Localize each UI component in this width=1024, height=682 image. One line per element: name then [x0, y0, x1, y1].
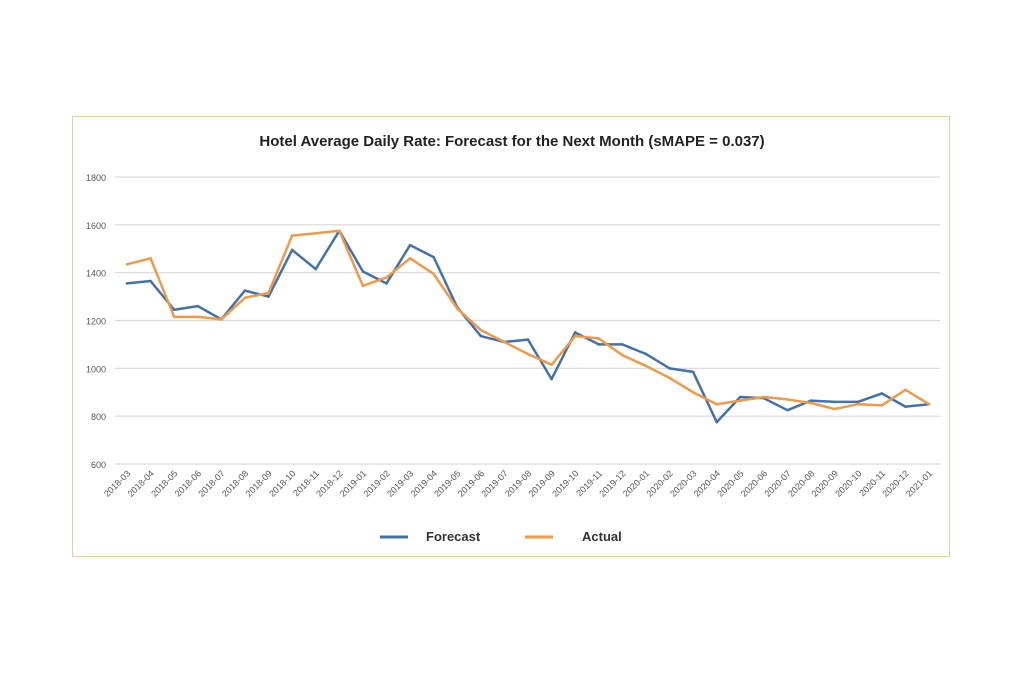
x-tick-label: 2021-01: [904, 468, 934, 498]
y-tick-label: 1600: [86, 221, 106, 231]
data-point-actual: [196, 315, 200, 319]
data-point-actual: [621, 353, 624, 357]
data-point-actual: [809, 401, 813, 405]
data-point-forecast: [432, 255, 435, 259]
data-point-forecast: [196, 304, 200, 308]
data-point-actual: [125, 262, 129, 266]
data-point-forecast: [786, 408, 789, 412]
data-point-actual: [927, 402, 931, 406]
legend-label-forecast: Forecast: [426, 529, 481, 544]
data-point-actual: [833, 407, 836, 411]
legend-label-actual: Actual: [582, 529, 622, 544]
data-point-actual: [738, 399, 742, 402]
data-point-forecast: [361, 270, 365, 273]
data-point-forecast: [149, 279, 152, 283]
series-line-forecast: [126, 229, 930, 424]
data-point-forecast: [833, 400, 836, 404]
data-point-forecast: [856, 400, 860, 404]
data-point-actual: [597, 337, 601, 340]
data-point-forecast: [904, 405, 907, 408]
data-point-actual: [385, 276, 388, 279]
data-point-actual: [762, 395, 766, 399]
data-point-forecast: [691, 370, 695, 374]
data-point-actual: [408, 257, 412, 260]
y-tick-label: 1800: [86, 173, 106, 183]
data-point-actual: [290, 234, 294, 237]
data-point-forecast: [597, 343, 601, 346]
data-point-actual: [220, 318, 223, 321]
data-point-actual: [243, 296, 247, 300]
data-point-actual: [691, 390, 695, 394]
data-point-forecast: [267, 295, 270, 298]
y-tick-label: 800: [91, 412, 106, 422]
data-point-actual: [361, 284, 365, 288]
data-point-actual: [573, 334, 577, 338]
data-point-forecast: [408, 243, 412, 247]
y-tick-label: 1400: [86, 269, 106, 279]
data-point-actual: [479, 328, 483, 332]
data-point-forecast: [573, 331, 577, 334]
data-point-forecast: [479, 334, 483, 338]
data-point-actual: [267, 291, 270, 295]
data-point-actual: [904, 388, 907, 392]
data-point-actual: [715, 402, 719, 406]
chart-title: Hotel Average Daily Rate: Forecast for t…: [259, 133, 764, 150]
data-point-actual: [432, 272, 435, 276]
data-point-actual: [880, 404, 884, 407]
data-point-forecast: [644, 352, 648, 356]
data-point-forecast: [809, 399, 813, 402]
data-point-forecast: [668, 367, 671, 370]
data-point-actual: [856, 402, 860, 406]
data-point-forecast: [715, 420, 719, 424]
data-point-actual: [786, 398, 789, 401]
data-point-actual: [550, 363, 553, 367]
data-point-forecast: [125, 282, 129, 285]
data-point-forecast: [314, 267, 318, 271]
data-point-forecast: [621, 343, 624, 346]
data-point-forecast: [738, 395, 742, 399]
data-point-actual: [668, 376, 671, 380]
data-point-forecast: [550, 377, 553, 381]
data-point-actual: [314, 231, 318, 235]
data-point-actual: [149, 257, 152, 260]
y-tick-label: 600: [91, 460, 106, 470]
data-point-actual: [503, 340, 506, 344]
data-point-forecast: [290, 248, 294, 252]
data-point-actual: [337, 229, 341, 233]
data-point-forecast: [172, 308, 176, 312]
data-point-forecast: [880, 392, 884, 395]
y-tick-label: 1200: [86, 317, 106, 327]
data-point-actual: [644, 364, 648, 368]
y-tick-label: 1000: [86, 364, 106, 374]
data-point-forecast: [526, 338, 530, 341]
data-point-actual: [172, 315, 176, 319]
data-point-actual: [455, 307, 459, 310]
data-point-actual: [526, 352, 530, 356]
data-point-forecast: [385, 282, 388, 285]
data-point-forecast: [243, 289, 247, 292]
chart-frame: [72, 116, 950, 557]
